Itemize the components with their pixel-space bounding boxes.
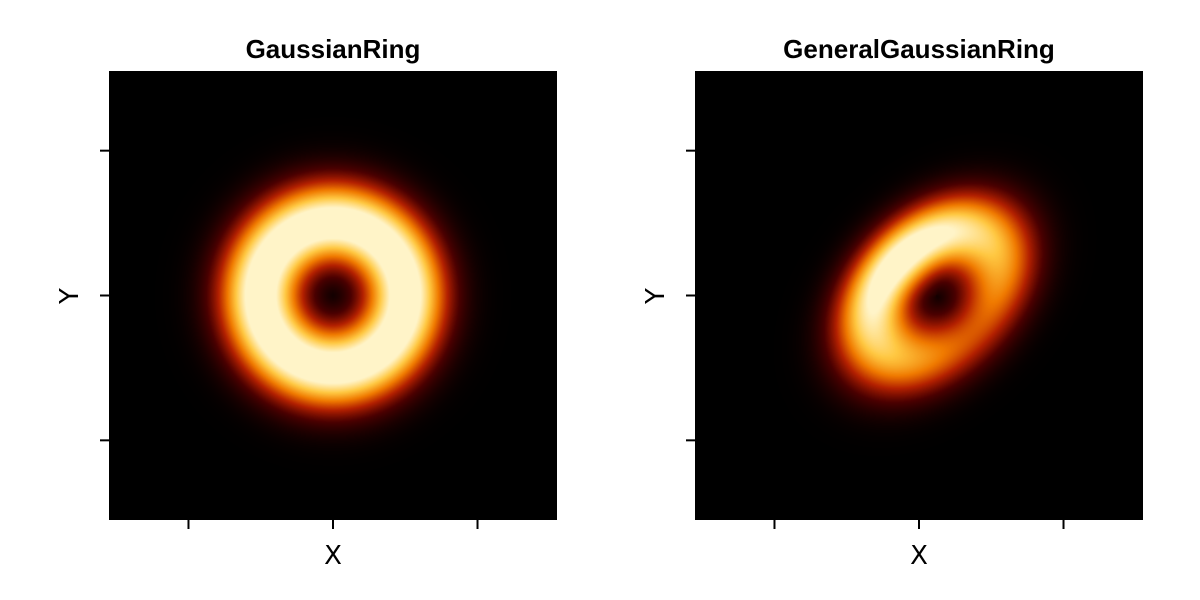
panel-title-general-gaussian-ring: GeneralGaussianRing [783,34,1055,64]
heatmap-image-gaussian-ring [109,71,557,520]
ticks-gaussian-ring [100,149,479,529]
y-axis-label-gaussian-ring: Y [55,288,85,305]
y-axis-label-general-gaussian-ring: Y [641,288,671,305]
heatmap-frame-gaussian-ring [109,71,557,520]
panel-title-gaussian-ring: GaussianRing [246,34,421,64]
x-axis-label-gaussian-ring: X [324,541,342,571]
panel-general-gaussian-ring: GeneralGaussianRing X Y [641,34,1143,571]
heatmap-frame-general-gaussian-ring [695,71,1143,520]
panel-gaussian-ring: GaussianRing X Y [55,34,557,571]
ticks-general-gaussian-ring [686,149,1065,529]
x-axis-label-general-gaussian-ring: X [910,541,928,571]
heatmap-image-general-gaussian-ring [695,71,1143,520]
